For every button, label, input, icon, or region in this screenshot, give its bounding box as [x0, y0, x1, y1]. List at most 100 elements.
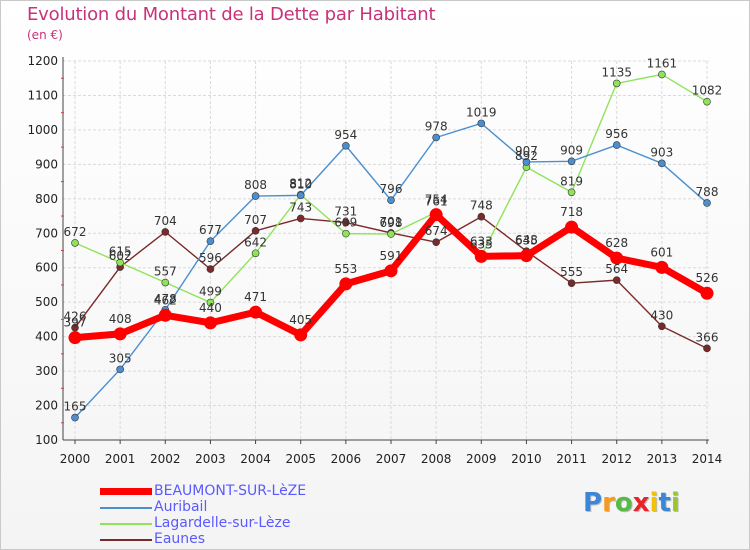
data-point [432, 133, 440, 142]
data-point [342, 141, 350, 150]
data-point [384, 264, 398, 278]
data-point [612, 141, 621, 149]
data-label: 701 [380, 215, 403, 229]
x-tick-label: 2013 [647, 452, 678, 466]
data-label: 677 [199, 223, 222, 237]
y-tick-label: 600 [35, 261, 58, 275]
axes: 100 200 300 400 500 600 700 800 900 1000 1100 1200 2… [27, 54, 722, 466]
data-point [432, 238, 440, 247]
data-point [658, 159, 666, 168]
data-point [522, 158, 531, 166]
data-point [612, 276, 621, 284]
x-tick-label: 2011 [556, 452, 587, 466]
legend-item: Lagardelle-sur-Lèze [100, 515, 360, 531]
y-tick-label: 1100 [27, 88, 58, 102]
data-point [658, 70, 666, 79]
logo-letter: x [632, 488, 650, 518]
x-tick-label: 2002 [150, 452, 181, 466]
data-label: 1135 [601, 65, 632, 79]
legend-label: Eaunes [154, 531, 206, 547]
data-label: 761 [425, 194, 448, 208]
data-point [477, 119, 486, 128]
data-point [251, 227, 260, 235]
logo-letter: o [614, 488, 633, 518]
data-point [387, 230, 395, 238]
data-label: 754 [425, 193, 448, 207]
data-point [342, 218, 350, 227]
data-label: 633 [470, 234, 493, 248]
data-label: 635 [470, 238, 493, 252]
data-label: 903 [650, 145, 673, 159]
data-label: 553 [334, 262, 357, 276]
data-point [116, 365, 124, 374]
data-point [249, 305, 263, 319]
y-tick-label: 300 [35, 364, 58, 378]
data-label: 1082 [692, 84, 723, 98]
data-label: 478 [154, 292, 177, 306]
data-point [251, 192, 260, 200]
legend-label: BEAUMONT-SUR-LèZE [154, 483, 307, 499]
data-label: 672 [64, 225, 87, 239]
data-point [703, 199, 711, 207]
y-tick-label: 400 [35, 330, 58, 344]
data-label: 555 [560, 265, 583, 279]
legend-swatch [100, 523, 152, 525]
x-tick-label: 2014 [692, 452, 723, 466]
data-label: 1161 [647, 56, 678, 70]
data-label: 526 [696, 271, 719, 285]
data-point [567, 279, 576, 288]
logo-letter: P [583, 488, 603, 518]
data-label: 440 [199, 301, 222, 315]
data-label: 731 [334, 205, 357, 219]
data-point [158, 308, 172, 322]
x-tick-label: 2003 [195, 452, 226, 466]
data-label: 408 [109, 312, 132, 326]
data-label: 909 [560, 143, 583, 157]
data-label: 748 [470, 199, 493, 213]
data-label: 796 [380, 182, 403, 196]
data-labels: 426 602 704 596 707 743 731 701 674 748 648 555 564 4… [64, 56, 723, 413]
legend-swatch [100, 488, 152, 495]
data-label: 615 [109, 245, 132, 259]
data-point [567, 188, 576, 197]
logo-letter: i [649, 488, 659, 518]
series-lines [68, 70, 714, 422]
data-point [68, 331, 82, 345]
data-point [567, 157, 576, 166]
data-point [387, 196, 395, 204]
data-label: 812 [289, 177, 312, 191]
data-label: 591 [380, 249, 403, 263]
data-label: 674 [425, 224, 448, 238]
data-point [206, 298, 215, 307]
data-point [703, 97, 711, 106]
y-tick-label: 500 [35, 295, 58, 309]
legend-label: Lagardelle-sur-Lèze [154, 515, 291, 531]
data-label: 635 [515, 234, 538, 248]
proxiti-logo: Proxiti [583, 488, 680, 518]
data-point [429, 208, 443, 222]
data-label: 366 [696, 330, 719, 344]
data-label: 642 [244, 235, 267, 249]
y-tick-label: 1000 [27, 123, 58, 137]
data-label: 462 [154, 293, 177, 307]
data-point [294, 328, 308, 342]
data-point [339, 277, 353, 291]
logo-letter: r [602, 488, 615, 518]
data-point [161, 278, 170, 287]
data-label: 397 [64, 316, 87, 330]
data-label: 564 [605, 262, 628, 276]
data-label: 499 [199, 285, 222, 299]
data-label: 954 [334, 128, 357, 142]
data-point [113, 327, 127, 341]
x-tick-label: 2001 [105, 452, 136, 466]
data-point [342, 229, 350, 238]
data-label: 1019 [466, 105, 497, 119]
data-point [519, 249, 533, 263]
data-point [477, 212, 486, 221]
data-label: 956 [605, 127, 628, 141]
data-point [565, 220, 579, 234]
legend-item: Eaunes [100, 531, 360, 547]
data-label: 602 [109, 249, 132, 263]
data-label: 978 [425, 119, 448, 133]
